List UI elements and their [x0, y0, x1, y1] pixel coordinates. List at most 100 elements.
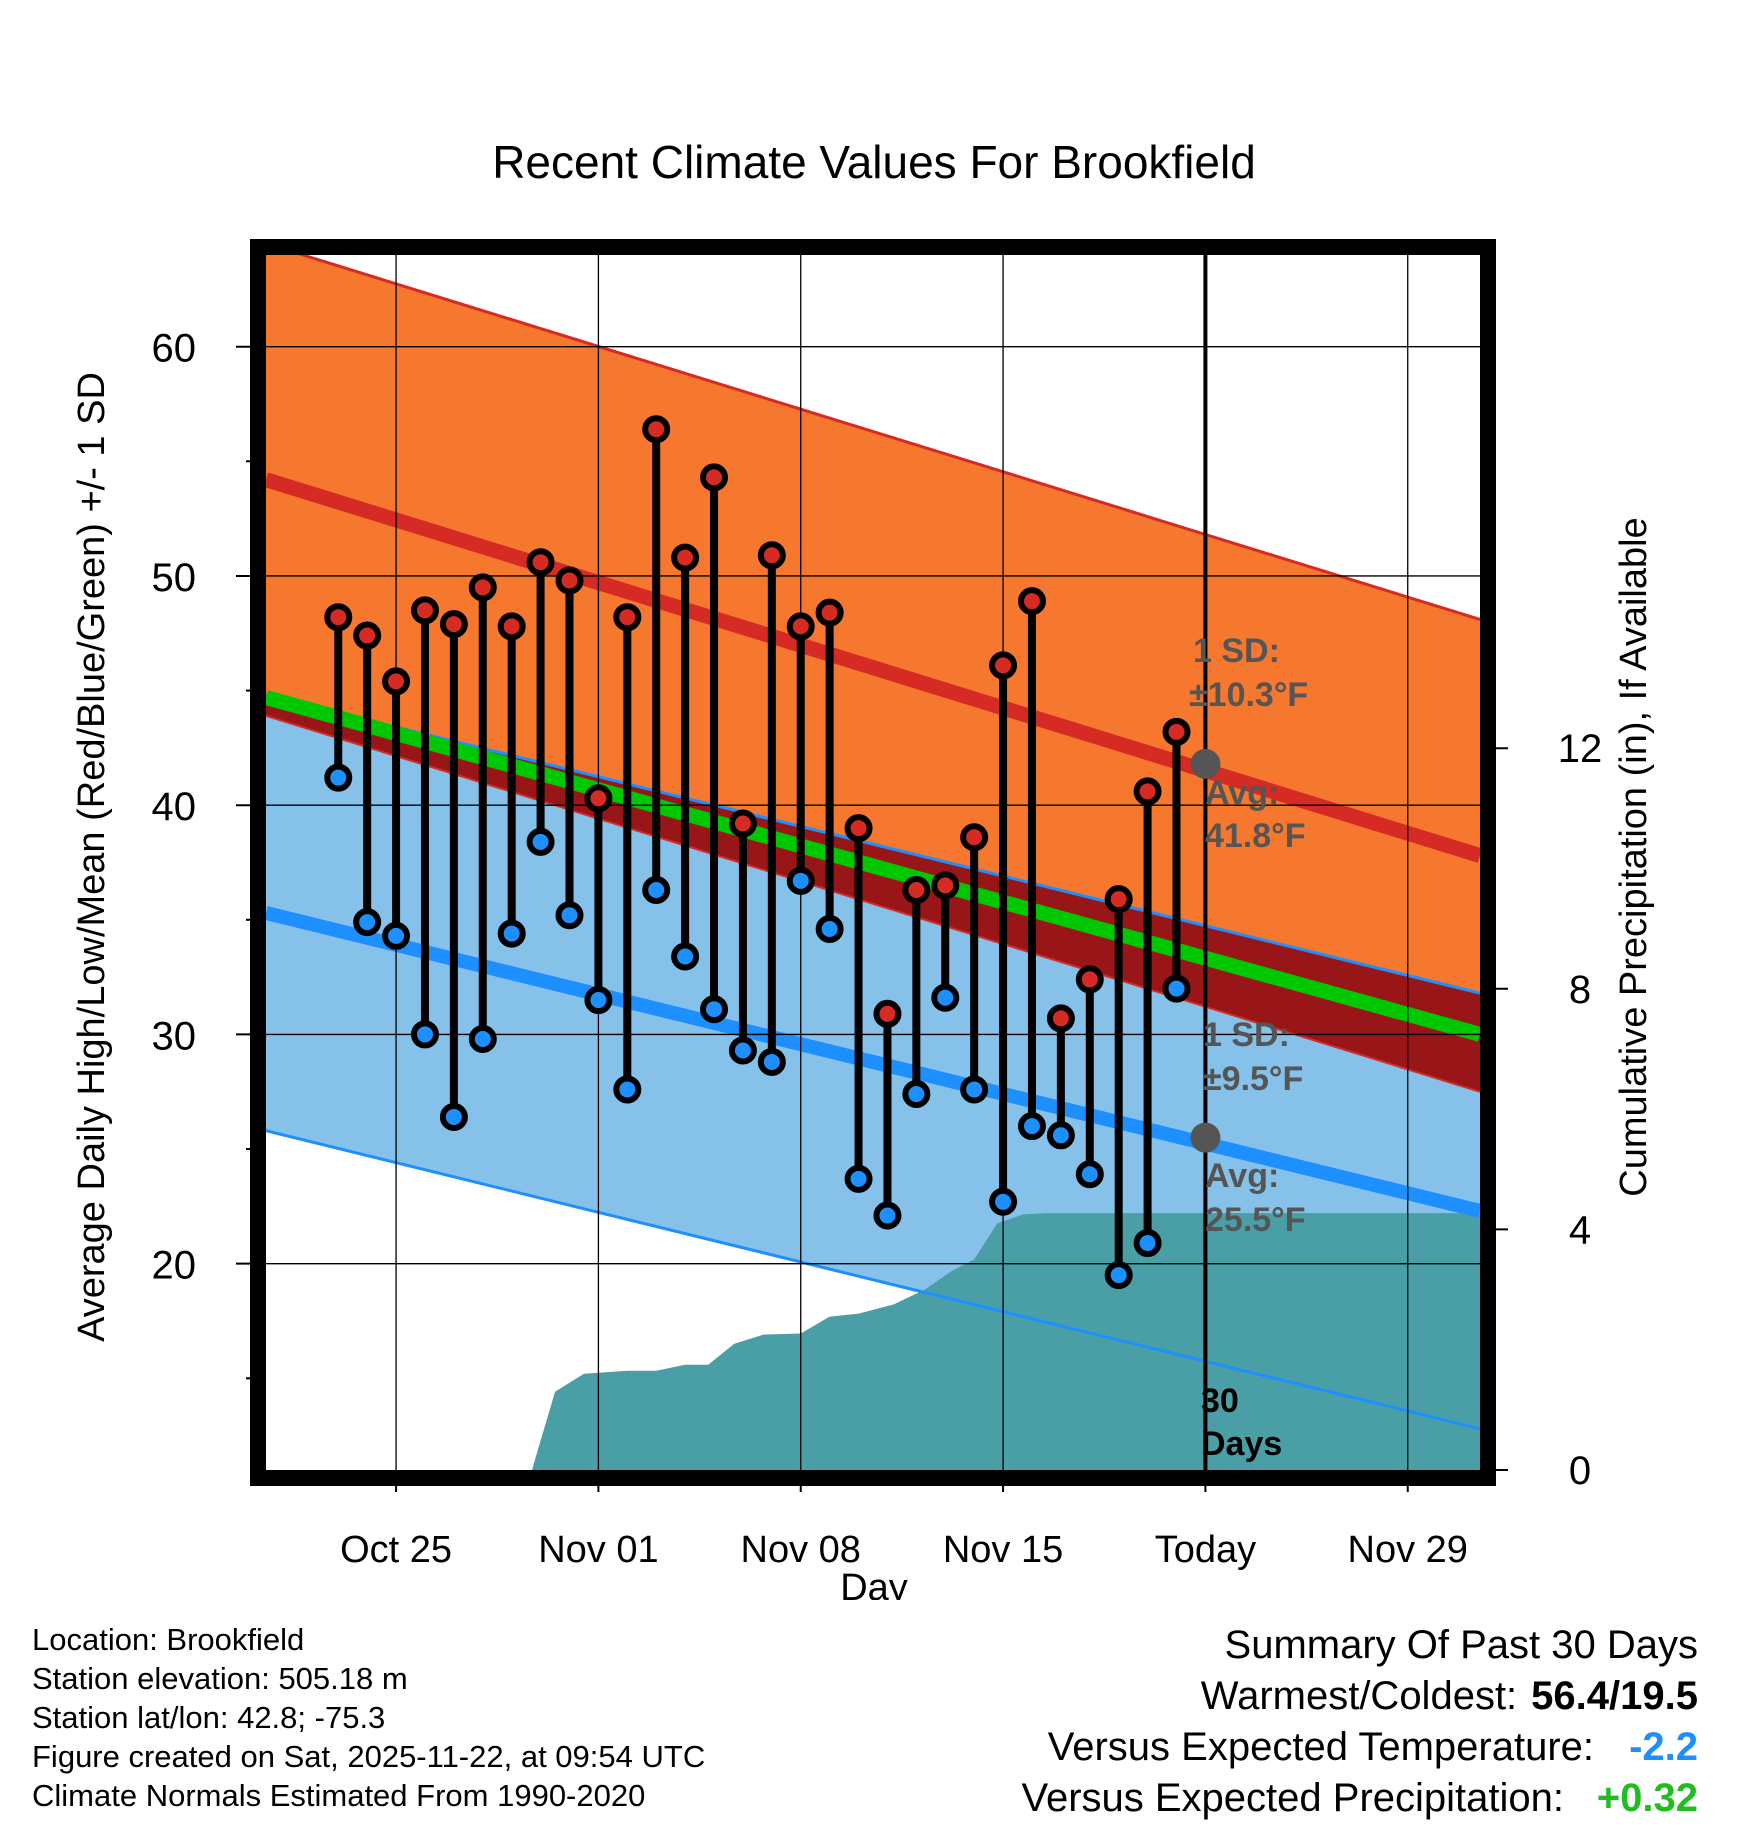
summary-temp-row: Versus Expected Temperature: -2.2	[1021, 1722, 1698, 1773]
observed-low-point	[410, 1020, 439, 1049]
observed-low-point	[1133, 1229, 1162, 1258]
location-text: Location: Brookfield	[32, 1622, 305, 1657]
observed-low-point	[1075, 1160, 1104, 1189]
y-tick-label-left: 60	[152, 327, 197, 371]
observed-low-point	[873, 1201, 902, 1230]
observed-high-point	[1162, 717, 1191, 746]
observed-low-point	[353, 908, 382, 937]
observed-high-point	[497, 612, 526, 641]
high-plus-sd-line	[297, 255, 1480, 621]
station-info: Location: Brookfield Station elevation: …	[32, 1620, 705, 1815]
precip-deviation-label: Versus Expected Precipitation:	[1021, 1776, 1564, 1820]
axes: Oct 25 Nov 01 Nov 08 Nov 15 Today Nov 29 20 30 4…	[152, 327, 1603, 1571]
low-avg-label: Avg:	[1205, 1157, 1279, 1195]
observed-low-point	[468, 1025, 497, 1054]
observed-high-point	[757, 541, 786, 570]
observed-high-point	[642, 415, 671, 444]
observed-high-point	[1046, 1004, 1075, 1033]
elevation-text: Station elevation: 505.18 m	[32, 1661, 408, 1696]
observed-high-point	[613, 603, 642, 632]
warmest-label: Warmest/Coldest:	[1200, 1674, 1518, 1718]
observed-low-point	[382, 921, 411, 950]
low-plus-sd-line	[266, 693, 1480, 995]
observed-high-point	[671, 543, 700, 572]
observed-low-point	[1017, 1112, 1046, 1141]
precip-deviation-value: +0.32	[1596, 1776, 1698, 1820]
observed-low-point	[1104, 1261, 1133, 1290]
observed-high-point	[526, 548, 555, 577]
observed-low-point	[439, 1102, 468, 1131]
normal-mean-line	[266, 690, 1480, 1042]
observed-low-point	[700, 995, 729, 1024]
chart-marks: 1 SD: ±10.3°F Avg: 41.8°F 1 SD: ±9.5°F Avg: 25.…	[324, 415, 1308, 1463]
observed-low-point	[757, 1047, 786, 1076]
x-tick-label: Nov 01	[538, 1529, 658, 1571]
observed-low-point	[526, 827, 555, 856]
observed-high-point	[1017, 587, 1046, 616]
latlon-text: Station lat/lon: 42.8; -75.3	[32, 1700, 386, 1735]
x-axis-label: Day	[840, 1567, 908, 1600]
observed-high-point	[353, 621, 382, 650]
normal-low-line	[266, 906, 1480, 1218]
observed-low-point	[1046, 1121, 1075, 1150]
observed-high-point	[468, 573, 497, 602]
plot-border	[250, 239, 1496, 1486]
observed-high-point	[1104, 885, 1133, 914]
observed-high-point	[700, 463, 729, 492]
observed-high-point	[873, 999, 902, 1028]
observed-high-point	[989, 651, 1018, 680]
x-tick-label: Nov 08	[741, 1529, 861, 1571]
high-avg-value: 41.8°F	[1205, 817, 1306, 855]
observed-high-point	[815, 598, 844, 627]
high-sd-value: ±10.3°F	[1189, 676, 1308, 714]
normals-text: Climate Normals Estimated From 1990-2020	[32, 1778, 646, 1813]
high-avg-label: Avg:	[1205, 774, 1279, 812]
low-minus-sd-line	[266, 1129, 1480, 1431]
chart-title: Recent Climate Values For Brookfield	[492, 136, 1256, 188]
observed-high-point	[439, 610, 468, 639]
window-label-unit: Days	[1201, 1425, 1282, 1463]
observed-high-point	[1075, 965, 1104, 994]
x-tick-label: Oct 25	[340, 1529, 452, 1571]
temp-deviation-value: -2.2	[1629, 1725, 1698, 1769]
observed-low-point	[728, 1036, 757, 1065]
temp-deviation-label: Versus Expected Temperature:	[1047, 1725, 1594, 1769]
low-sd-value: ±9.5°F	[1203, 1060, 1303, 1098]
high-sd-label: 1 SD:	[1193, 632, 1280, 670]
observed-high-point	[960, 823, 989, 852]
y-tick-label-left: 40	[152, 785, 197, 829]
created-text: Figure created on Sat, 2025-11-22, at 09…	[32, 1739, 706, 1774]
observed-low-point	[584, 986, 613, 1015]
observed-low-point	[642, 876, 671, 905]
today-high-avg-marker	[1190, 748, 1221, 779]
y-tick-label-right: 0	[1569, 1449, 1591, 1493]
low-sd-label: 1 SD:	[1203, 1016, 1290, 1054]
climate-chart: Recent Climate Values For Brookfield 1 S…	[71, 136, 1655, 1600]
observed-low-point	[324, 763, 353, 792]
y-tick-label-right: 8	[1569, 968, 1591, 1012]
y-axis-label-left: Average Daily High/Low/Mean (Red/Blue/Gr…	[71, 372, 113, 1342]
low-avg-value: 25.5°F	[1205, 1201, 1306, 1239]
normal-high-line	[266, 472, 1480, 863]
observed-low-point	[902, 1080, 931, 1109]
observed-high-point	[786, 612, 815, 641]
x-tick-label: Nov 15	[943, 1529, 1063, 1571]
observed-low-point	[786, 866, 815, 895]
observed-high-point	[382, 667, 411, 696]
y-tick-label-right: 12	[1558, 727, 1603, 771]
summary-warmest-row: Warmest/Coldest: 56.4/19.5	[1021, 1671, 1698, 1722]
observed-high-point	[584, 784, 613, 813]
y-axis-label-right: Cumulative Precipitation (in), If Availa…	[1613, 517, 1655, 1196]
y-tick-label-left: 50	[152, 556, 197, 600]
precip-area	[338, 1213, 1480, 1470]
y-tick-label-left: 30	[152, 1014, 197, 1058]
summary-panel: Summary Of Past 30 Days Warmest/Coldest:…	[1021, 1620, 1698, 1824]
observed-high-point	[728, 809, 757, 838]
observed-high-point	[555, 566, 584, 595]
today-low-avg-marker	[1190, 1122, 1221, 1153]
observed-low-point	[555, 901, 584, 930]
x-tick-label: Today	[1155, 1529, 1256, 1571]
summary-title: Summary Of Past 30 Days	[1224, 1623, 1698, 1667]
window-label-number: 30	[1201, 1382, 1239, 1420]
x-tick-label: Nov 29	[1348, 1529, 1468, 1571]
